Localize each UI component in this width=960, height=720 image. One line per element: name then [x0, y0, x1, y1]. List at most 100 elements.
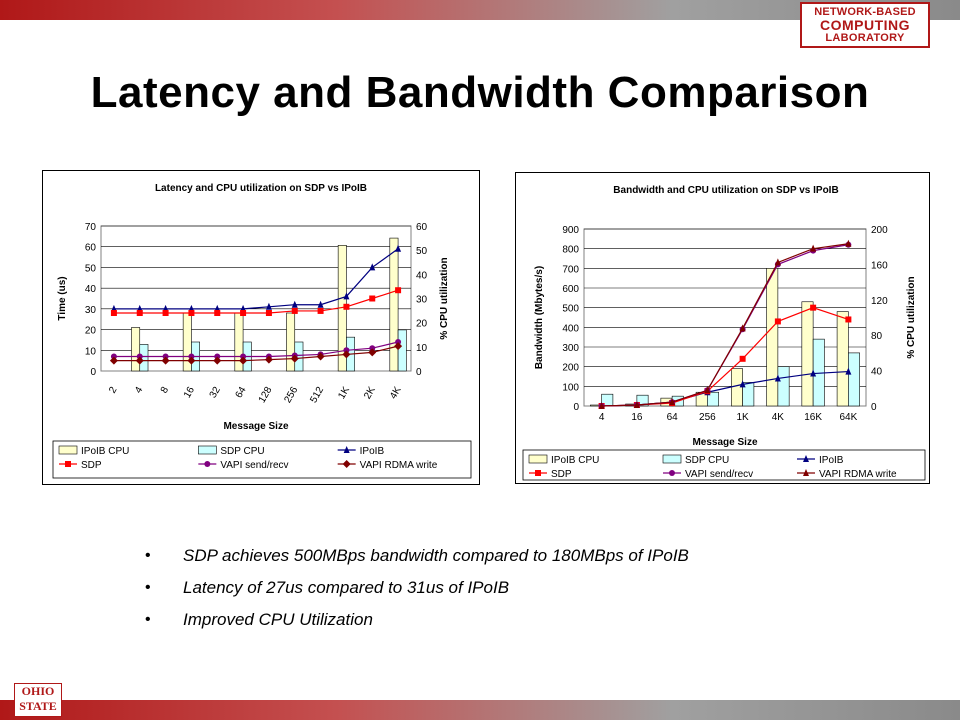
legend-label: SDP [81, 460, 102, 471]
data-point [291, 300, 298, 308]
bullet-dot-icon: • [145, 611, 151, 628]
data-point [774, 318, 781, 325]
nbcl-logo: NETWORK-BASED COMPUTING LABORATORY [800, 2, 930, 48]
legend-marker [803, 469, 809, 476]
bar [707, 391, 719, 407]
data-point [598, 402, 605, 409]
y-tick-label: 100 [562, 382, 579, 393]
data-point [704, 386, 711, 394]
legend-marker [803, 455, 809, 462]
y-axis-title: Time (us) [57, 276, 68, 320]
legend-marker [204, 461, 211, 467]
bullet-dot-icon: • [145, 579, 151, 596]
x-tick-label: 512 [308, 385, 326, 405]
data-point [845, 239, 852, 247]
data-point [188, 310, 195, 316]
data-point [109, 356, 118, 365]
data-point [774, 374, 781, 382]
legend-label: SDP [551, 469, 572, 480]
bullet-item: • Improved CPU Utilization [145, 604, 905, 636]
logo-line-1: NETWORK-BASED [814, 6, 916, 18]
data-point [162, 353, 169, 360]
y-tick-label: 0 [573, 402, 579, 413]
bar [766, 268, 779, 407]
x-tick-label: 64 [234, 385, 249, 401]
x-tick-label: 1K [336, 385, 352, 401]
legend-swatch [528, 454, 548, 464]
y2-tick-label: 10 [416, 343, 428, 354]
x-tick-label: 256 [699, 412, 716, 423]
y-tick-label: 300 [562, 343, 579, 354]
y2-tick-label: 50 [416, 246, 428, 257]
bar [131, 327, 141, 372]
x-tick-label: 4K [772, 412, 785, 423]
bar [636, 394, 649, 407]
legend-label: IPoIB [360, 446, 385, 457]
y2-tick-label: 0 [871, 402, 877, 413]
data-point [110, 310, 117, 316]
y2-tick-label: 60 [416, 222, 428, 233]
data-point [342, 350, 351, 359]
x-tick-label: 2K [362, 385, 378, 401]
data-point [774, 258, 781, 266]
data-point [240, 353, 247, 360]
data-point [810, 244, 817, 252]
x-tick-label: 16 [631, 412, 643, 423]
bullet-list: • SDP achieves 500MBps bandwidth compare… [145, 540, 905, 636]
legend-label: SDP CPU [220, 446, 264, 457]
data-point [343, 303, 350, 310]
data-point [810, 304, 817, 311]
y2-tick-label: 40 [871, 367, 883, 378]
y2-tick-label: 120 [871, 296, 888, 307]
data-point [214, 310, 221, 316]
data-point [739, 324, 746, 332]
latency-chart: Latency and CPU utilization on SDP vs IP… [42, 170, 480, 485]
data-point [264, 355, 273, 364]
data-point [136, 353, 143, 360]
x-tick-label: 16 [182, 385, 197, 401]
y2-axis-title: % CPU utilization [439, 257, 450, 339]
data-point [395, 287, 402, 294]
y2-tick-label: 40 [416, 270, 428, 281]
legend-box [522, 449, 926, 481]
data-point [213, 356, 222, 365]
legend-marker [342, 460, 351, 468]
latency-chart-svg: Latency and CPU utilization on SDP vs IP… [52, 183, 472, 479]
y-tick-label: 60 [85, 243, 97, 254]
data-point [291, 307, 298, 314]
series-line [113, 345, 399, 362]
bullet-item: • SDP achieves 500MBps bandwidth compare… [145, 540, 905, 572]
legend-swatch [662, 454, 682, 464]
legend-box [52, 440, 472, 479]
ohio-state-logo: OHIO STATE [14, 683, 62, 717]
legend-label: VAPI send/recv [220, 460, 288, 471]
series-line [113, 341, 399, 358]
y-axis-title: Bandwidth (Mbytes/s) [534, 266, 545, 369]
osu-logo-line-1: OHIO [21, 684, 55, 698]
bullet-text: SDP achieves 500MBps bandwidth compared … [183, 546, 689, 565]
legend-swatch [58, 445, 78, 455]
bullet-dot-icon: • [145, 547, 151, 564]
data-point [161, 356, 170, 365]
data-point [739, 380, 746, 388]
y2-tick-label: 80 [871, 331, 883, 342]
data-point [739, 355, 746, 362]
data-point [845, 316, 852, 323]
x-tick-label: 8 [159, 385, 172, 396]
data-point [368, 348, 377, 357]
data-point [395, 339, 402, 345]
legend-label: VAPI send/recv [685, 469, 753, 480]
x-tick-label: 32 [208, 385, 223, 401]
data-point [810, 369, 817, 377]
y-tick-label: 20 [85, 326, 97, 337]
data-point [316, 352, 325, 361]
data-point [633, 401, 640, 409]
y-tick-label: 200 [562, 363, 579, 374]
chart-title: Bandwidth and CPU utilization on SDP vs … [613, 185, 838, 196]
bar [777, 366, 790, 407]
legend-marker [669, 470, 675, 476]
y-tick-label: 70 [85, 222, 97, 233]
x-tick-label: 2 [107, 385, 120, 396]
plot-area [100, 225, 412, 372]
top-gradient-bar [0, 0, 960, 20]
